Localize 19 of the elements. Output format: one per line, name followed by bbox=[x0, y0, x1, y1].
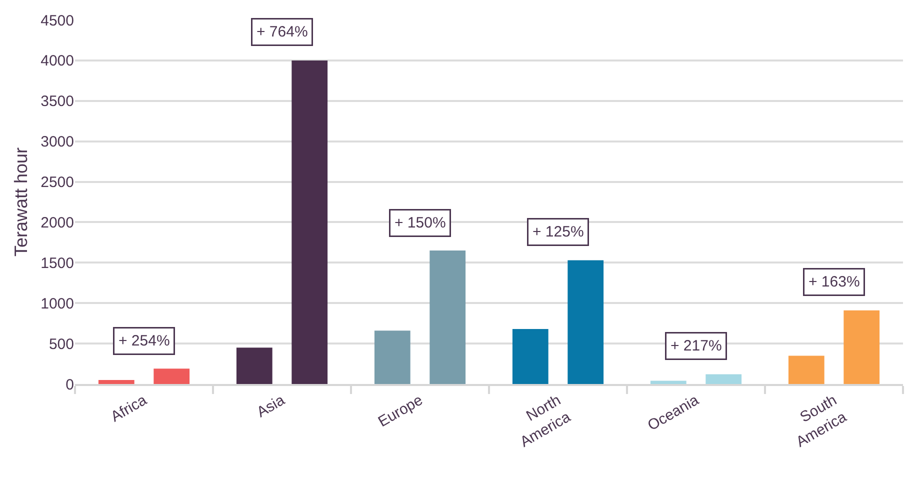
y-tick-label: 3500 bbox=[40, 93, 74, 110]
y-tick-label: 0 bbox=[66, 376, 74, 394]
y-tick-label: 2500 bbox=[40, 174, 74, 192]
y-axis-title: Terawatt hour bbox=[10, 147, 31, 257]
y-tick-label: 500 bbox=[48, 336, 74, 353]
annotation: + 764% bbox=[256, 24, 308, 40]
annotation: + 150% bbox=[394, 214, 446, 232]
y-tick-label: 1500 bbox=[40, 254, 74, 272]
y-tick-label: 4000 bbox=[40, 52, 74, 70]
x-tick-label: Africa bbox=[108, 391, 150, 426]
annotation: + 254% bbox=[118, 332, 170, 350]
y-tick-label: 2000 bbox=[40, 214, 74, 232]
annotation: + 163% bbox=[808, 274, 860, 290]
annotation: + 125% bbox=[532, 224, 584, 240]
x-tick-label: Asia bbox=[254, 391, 288, 422]
y-tick-label: 4500 bbox=[40, 12, 74, 30]
annotation: + 217% bbox=[670, 338, 722, 354]
y-tick-label: 1000 bbox=[40, 295, 74, 312]
y-tick-label: 3000 bbox=[40, 134, 74, 151]
